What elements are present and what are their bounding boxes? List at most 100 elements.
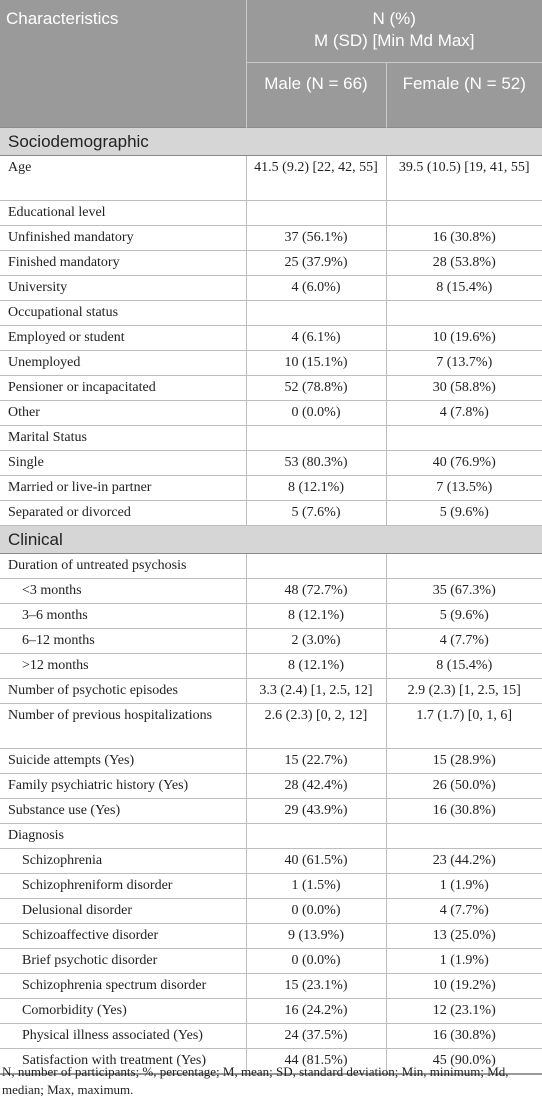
female-value: 1 (1.9%)	[386, 948, 542, 974]
table-row: Schizoaffective disorder 9 (13.9%) 13 (25.…	[0, 923, 542, 949]
row-label: Unemployed	[0, 350, 247, 376]
female-value: 13 (25.0%)	[386, 923, 542, 949]
female-value: 35 (67.3%)	[386, 578, 542, 604]
group-row: Marital Status	[0, 425, 542, 451]
row-label: Substance use (Yes)	[0, 798, 247, 824]
row-label: Suicide attempts (Yes)	[0, 748, 247, 774]
row-label: University	[0, 275, 247, 301]
female-value: 7 (13.7%)	[386, 350, 542, 376]
male-value: 40 (61.5%)	[246, 848, 387, 874]
row-label: Single	[0, 450, 247, 476]
female-value: 1.7 (1.7) [0, 1, 6]	[386, 703, 542, 749]
female-value: 5 (9.6%)	[386, 500, 542, 526]
male-value: 37 (56.1%)	[246, 225, 387, 251]
row-label: Number of psychotic episodes	[0, 678, 247, 704]
header-statistics: N (%) M (SD) [Min Md Max]	[246, 0, 542, 63]
female-value: 8 (15.4%)	[386, 653, 542, 679]
male-value: 3.3 (2.4) [1, 2.5, 12]	[246, 678, 387, 704]
row-label: Satisfaction with treatment (Yes)	[0, 1048, 247, 1075]
header-male: Male (N = 66)	[246, 62, 387, 128]
table-row: Family psychiatric history (Yes) 28 (42.4…	[0, 773, 542, 799]
row-label: Unfinished mandatory	[0, 225, 247, 251]
female-value	[386, 300, 542, 326]
female-value: 7 (13.5%)	[386, 475, 542, 501]
female-value: 10 (19.2%)	[386, 973, 542, 999]
male-value: 0 (0.0%)	[246, 400, 387, 426]
table-row: 3–6 months 8 (12.1%) 5 (9.6%)	[0, 603, 542, 629]
header-stat-line2: M (SD) [Min Md Max]	[313, 31, 475, 50]
row-label: Physical illness associated (Yes)	[0, 1023, 247, 1049]
table-row: Schizophreniform disorder 1 (1.5%) 1 (1.9%…	[0, 873, 542, 899]
female-value: 5 (9.6%)	[386, 603, 542, 629]
female-value: 16 (30.8%)	[386, 225, 542, 251]
female-value: 16 (30.8%)	[386, 798, 542, 824]
table-row: Unemployed 10 (15.1%) 7 (13.7%)	[0, 350, 542, 376]
female-value: 23 (44.2%)	[386, 848, 542, 874]
table-row: Unfinished mandatory 37 (56.1%) 16 (30.8%)	[0, 225, 542, 251]
table-row: University 4 (6.0%) 8 (15.4%)	[0, 275, 542, 301]
male-value	[246, 300, 387, 326]
female-value: 12 (23.1%)	[386, 998, 542, 1024]
male-value: 53 (80.3%)	[246, 450, 387, 476]
row-label: Married or live-in partner	[0, 475, 247, 501]
female-value: 1 (1.9%)	[386, 873, 542, 899]
male-value: 0 (0.0%)	[246, 948, 387, 974]
row-label: Delusional disorder	[0, 898, 247, 924]
section-header: Clinical	[0, 525, 542, 554]
table-header: Characteristics N (%) M (SD) [Min Md Max…	[0, 0, 542, 128]
row-label: Schizoaffective disorder	[0, 923, 247, 949]
group-row: Occupational status	[0, 300, 542, 326]
row-label: Employed or student	[0, 325, 247, 351]
table-row: Other 0 (0.0%) 4 (7.8%)	[0, 400, 542, 426]
section-title: Clinical	[0, 525, 542, 554]
row-label: Number of previous hospitalizations	[0, 703, 247, 749]
male-value: 4 (6.0%)	[246, 275, 387, 301]
table-row: >12 months 8 (12.1%) 8 (15.4%)	[0, 653, 542, 679]
male-value	[246, 425, 387, 451]
row-label: Pensioner or incapacitated	[0, 375, 247, 401]
group-row: Duration of untreated psychosis	[0, 553, 542, 579]
table-row: Finished mandatory 25 (37.9%) 28 (53.8%)	[0, 250, 542, 276]
row-label: Schizophrenia	[0, 848, 247, 874]
section-title: Sociodemographic	[0, 127, 542, 156]
male-value: 0 (0.0%)	[246, 898, 387, 924]
row-label: Family psychiatric history (Yes)	[0, 773, 247, 799]
row-label: Separated or divorced	[0, 500, 247, 526]
female-value: 40 (76.9%)	[386, 450, 542, 476]
male-value: 8 (12.1%)	[246, 475, 387, 501]
table-row: Number of previous hospitalizations 2.6 (…	[0, 703, 542, 749]
row-label: Age	[0, 155, 247, 201]
table-row: Married or live-in partner 8 (12.1%) 7 (13…	[0, 475, 542, 501]
table-row: Schizophrenia spectrum disorder 15 (23.1%…	[0, 973, 542, 999]
row-label: >12 months	[0, 653, 247, 679]
row-label: Comorbidity (Yes)	[0, 998, 247, 1024]
header-female: Female (N = 52)	[386, 62, 542, 128]
male-value: 28 (42.4%)	[246, 773, 387, 799]
row-label: Schizophrenia spectrum disorder	[0, 973, 247, 999]
female-value: 4 (7.7%)	[386, 898, 542, 924]
row-label: Diagnosis	[0, 823, 247, 849]
male-value	[246, 823, 387, 849]
male-value: 2.6 (2.3) [0, 2, 12]	[246, 703, 387, 749]
row-label: Educational level	[0, 200, 247, 226]
female-value: 30 (58.8%)	[386, 375, 542, 401]
table-row: Brief psychotic disorder 0 (0.0%) 1 (1.9%)	[0, 948, 542, 974]
table-row: Single 53 (80.3%) 40 (76.9%)	[0, 450, 542, 476]
group-row: Diagnosis	[0, 823, 542, 849]
table-row: Schizophrenia 40 (61.5%) 23 (44.2%)	[0, 848, 542, 874]
female-value: 45 (90.0%)	[386, 1048, 542, 1075]
male-value: 24 (37.5%)	[246, 1023, 387, 1049]
male-value: 4 (6.1%)	[246, 325, 387, 351]
row-label: Schizophreniform disorder	[0, 873, 247, 899]
table-row: Comorbidity (Yes) 16 (24.2%) 12 (23.1%)	[0, 998, 542, 1024]
table-row: Delusional disorder 0 (0.0%) 4 (7.7%)	[0, 898, 542, 924]
table-row: Satisfaction with treatment (Yes) 44 (81.…	[0, 1048, 542, 1075]
male-value	[246, 200, 387, 226]
table-row: Employed or student 4 (6.1%) 10 (19.6%)	[0, 325, 542, 351]
male-value: 41.5 (9.2) [22, 42, 55]	[246, 155, 387, 201]
table-row: Suicide attempts (Yes) 15 (22.7%) 15 (28.9…	[0, 748, 542, 774]
female-value: 10 (19.6%)	[386, 325, 542, 351]
male-value: 10 (15.1%)	[246, 350, 387, 376]
male-value: 29 (43.9%)	[246, 798, 387, 824]
male-value	[246, 553, 387, 579]
